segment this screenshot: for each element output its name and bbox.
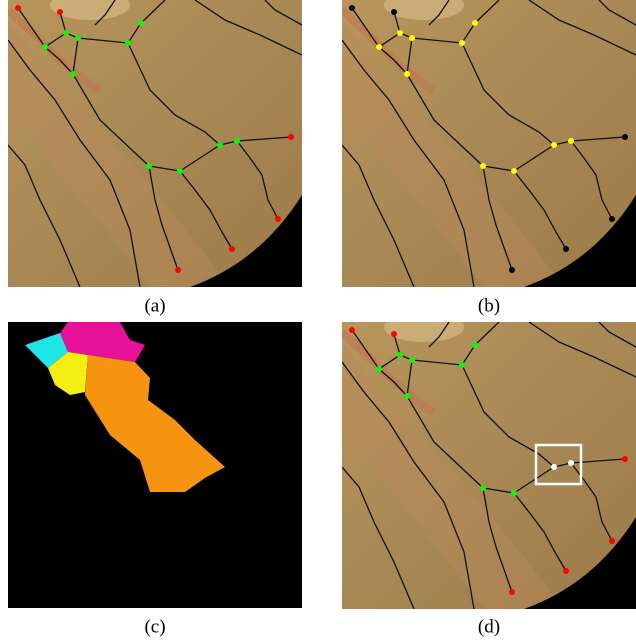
panel-a (8, 0, 302, 287)
panel-c (8, 322, 302, 608)
panel-b (342, 0, 636, 287)
caption: (b) (478, 295, 500, 316)
caption: (d) (478, 616, 500, 637)
caption: (a) (144, 295, 165, 316)
panel-d (342, 312, 636, 609)
figure: (a) (b) (c) (d) (0, 0, 636, 643)
page: (a) (b) (c) (d) (() => { const data = JS… (0, 0, 636, 643)
caption: (c) (144, 616, 165, 637)
